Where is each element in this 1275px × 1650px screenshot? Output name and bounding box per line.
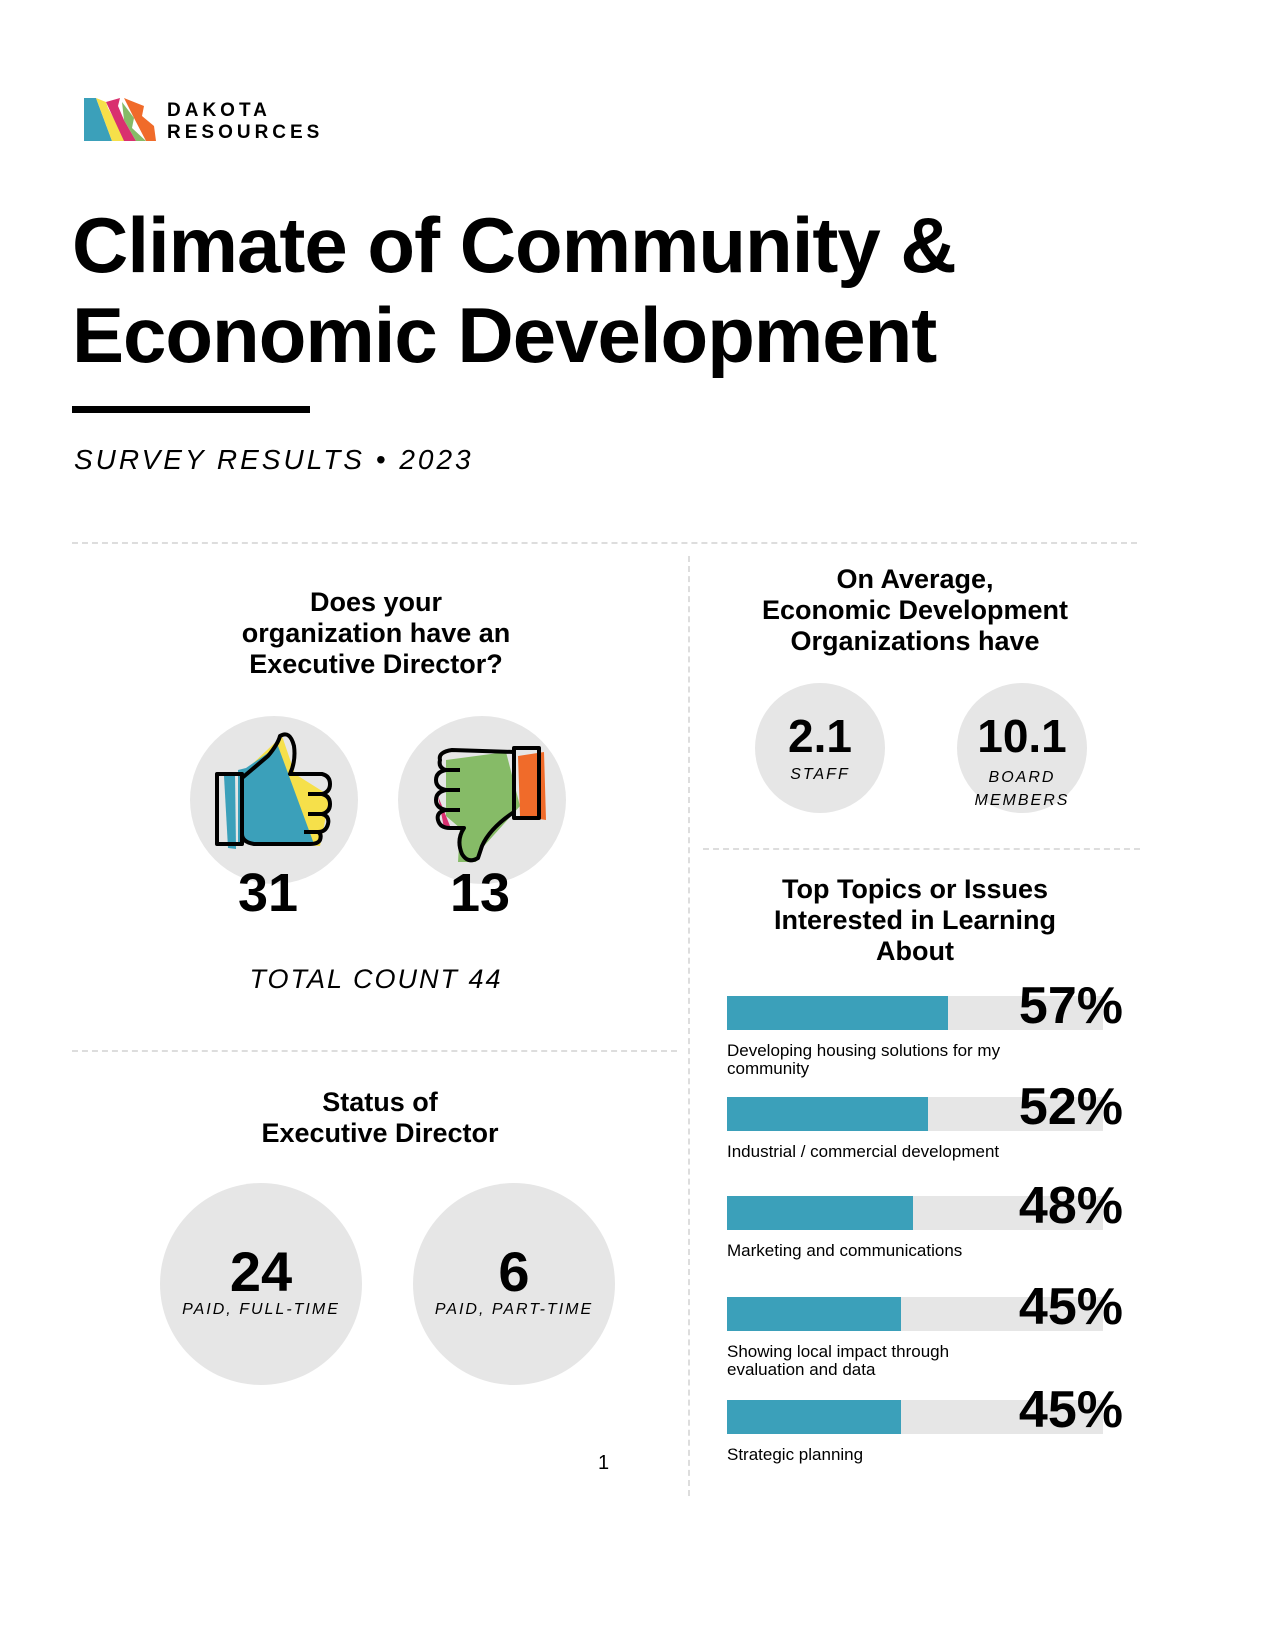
divider [703, 848, 1140, 850]
topic-label: Marketing and communications [727, 1241, 963, 1260]
topic-percent: 48% [1018, 1177, 1123, 1235]
topic-bar-fill [727, 1297, 902, 1331]
divider-vertical [688, 556, 690, 1496]
avg-circle: 10.1 BOARD MEMBERS [957, 683, 1087, 813]
heading-line: Interested in Learning [773, 905, 1057, 935]
topic-bar-track [727, 1196, 1103, 1230]
topic-label: Industrial / commercial development [727, 1142, 1000, 1161]
total-count: TOTAL COUNT 44 [249, 964, 503, 994]
avg-circle: 2.1 STAFF [755, 683, 885, 813]
topic-percent: 45% [1018, 1278, 1123, 1336]
heading-line: On Average, [836, 564, 994, 594]
topic-percent: 57% [1018, 977, 1123, 1035]
topics-heading: Top Topics or Issues Interested in Learn… [715, 874, 1115, 967]
logo-text: DAKOTA RESOURCES [167, 100, 323, 144]
heading-line: Executive Director [261, 1118, 499, 1148]
logo-line1: DAKOTA [167, 100, 271, 121]
topic-bar-fill [727, 1400, 902, 1434]
no-circle [398, 716, 566, 884]
heading-line: Organizations have [790, 626, 1040, 656]
question-line: Executive Director? [249, 649, 503, 679]
topic-bar-fill [727, 996, 948, 1030]
thumbs-up-icon [215, 732, 332, 849]
yes-count: 31 [237, 863, 299, 923]
heading-line: Status of [322, 1087, 438, 1117]
stat-value: 6 [498, 1240, 530, 1303]
topic-bar-fill [727, 1196, 913, 1230]
subtitle: SURVEY RESULTS • 2023 [74, 444, 474, 475]
topic-percent: 45% [1018, 1381, 1123, 1439]
avg-value: 2.1 [788, 710, 852, 762]
stat-label: PAID, FULL-TIME [182, 1301, 340, 1318]
heading-line: Top Topics or Issues [781, 874, 1049, 904]
stat-circle: 6 PAID, PART-TIME [413, 1183, 615, 1385]
topic-label: Developing housing solutions for my comm… [727, 1041, 1001, 1078]
avg-label: BOARD MEMBERS [974, 769, 1070, 809]
topic-label: Strategic planning [727, 1445, 864, 1464]
avg-value: 10.1 [977, 710, 1067, 762]
dakota-resources-logo [84, 98, 156, 141]
yes-circle [190, 716, 358, 884]
topic-bar-track [727, 1400, 1103, 1434]
topic-bar-fill [727, 1097, 929, 1131]
stat-circle: 24 PAID, FULL-TIME [160, 1183, 362, 1385]
heading-line: Economic Development [761, 595, 1069, 625]
no-count: 13 [449, 863, 511, 923]
topic-bar-track [727, 1297, 1103, 1331]
question-line: organization have an [241, 618, 511, 648]
topic-bar-track [727, 996, 1103, 1030]
topic-percent: 52% [1018, 1078, 1123, 1136]
question-line: Does your [309, 587, 443, 617]
title-line2: Economic Development [72, 291, 937, 379]
stat-label: PAID, PART-TIME [434, 1301, 594, 1318]
topic-label: Showing local impact through evaluation … [727, 1342, 950, 1379]
topic-bar-track [727, 1097, 1103, 1131]
averages-heading: On Average, Economic Development Organiz… [715, 564, 1115, 657]
logo-line2: RESOURCES [167, 122, 324, 143]
title-rule [72, 406, 310, 413]
divider [72, 1050, 677, 1052]
thumbs-down-icon [434, 746, 546, 863]
title-line1: Climate of Community & [72, 201, 957, 289]
status-heading: Status of Executive Director [180, 1087, 580, 1149]
divider [72, 542, 1137, 544]
page-number: 1 [598, 1452, 610, 1474]
stat-value: 24 [229, 1240, 293, 1303]
heading-line: About [876, 936, 954, 966]
page-title: Climate of Community & Economic Developm… [72, 200, 957, 380]
exec-director-question: Does your organization have an Executive… [176, 587, 576, 680]
avg-label: STAFF [790, 766, 850, 783]
